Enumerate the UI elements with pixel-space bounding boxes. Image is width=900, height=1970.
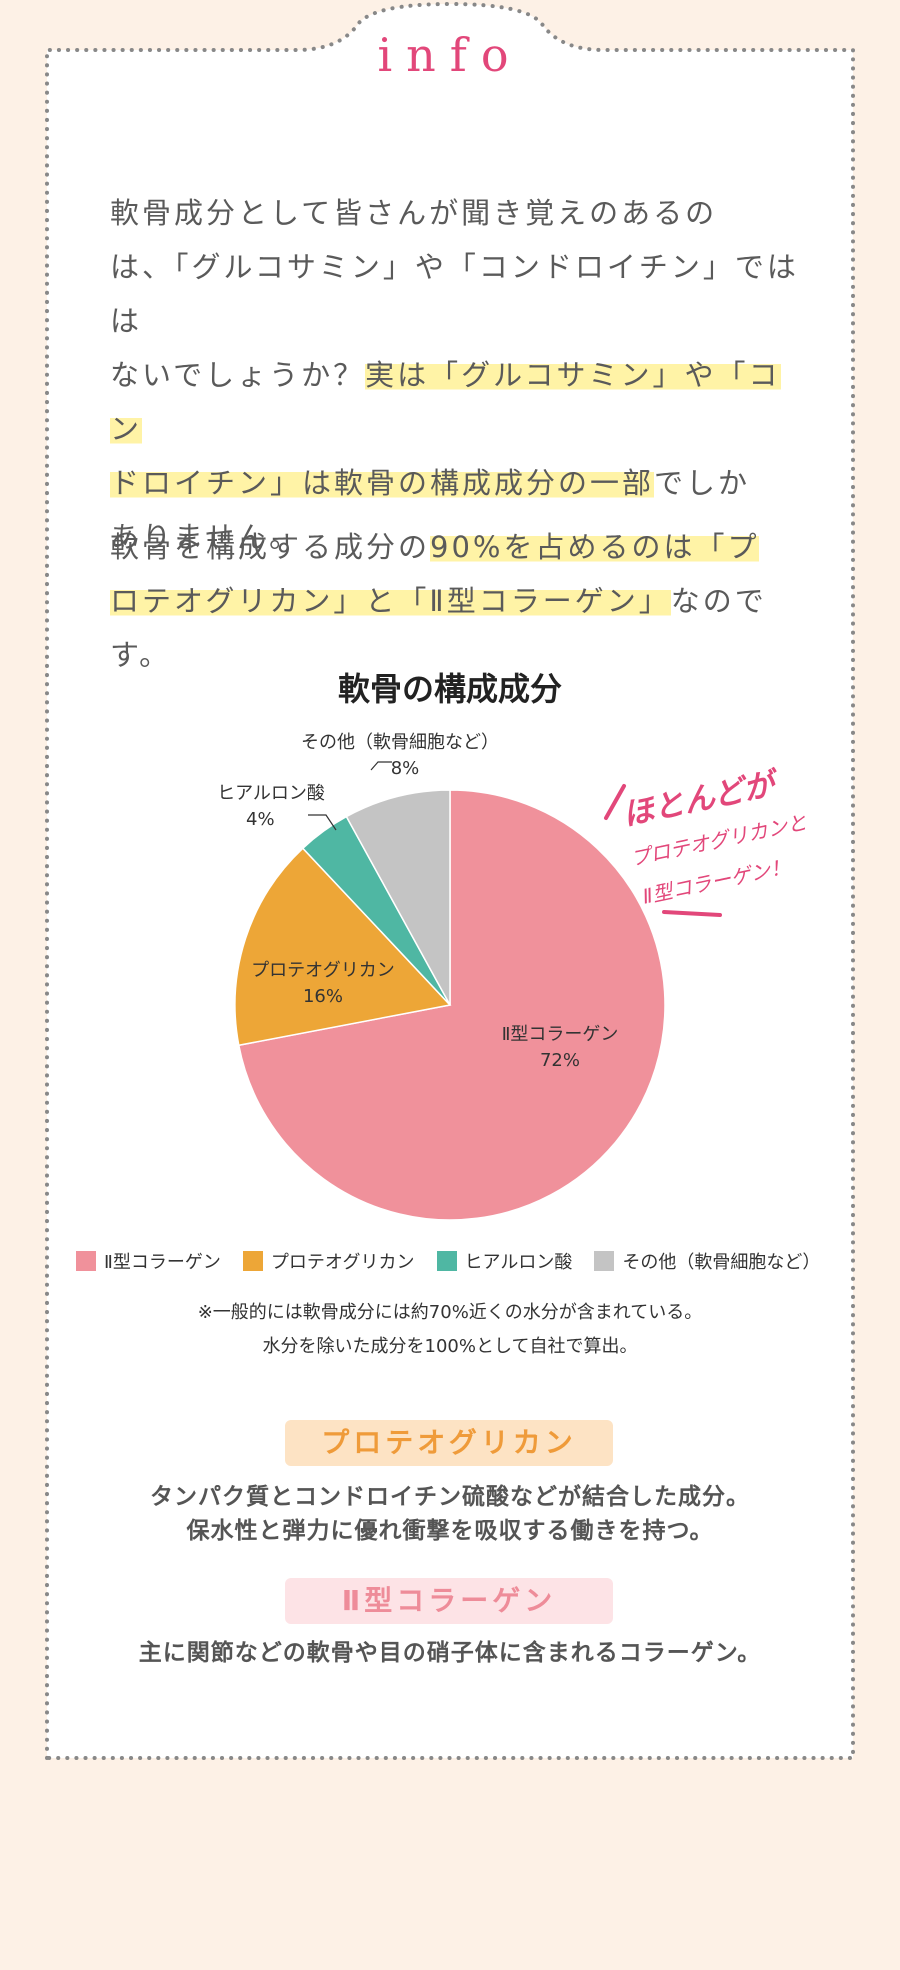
intro-line: ありません。 — [110, 510, 810, 564]
legend-label: プロテオグリカン — [270, 1252, 415, 1273]
body-text: 軟骨成分として皆さんが聞き覚えのあるの — [110, 196, 718, 230]
leader-line-other — [370, 761, 392, 771]
legend-item: Ⅱ型コラーゲン — [76, 1248, 221, 1274]
label-proteoglycan-name: プロテオグリカン — [251, 960, 395, 981]
label-hyaluronic-name: ヒアルロン酸 — [217, 783, 325, 804]
label-other: その他（軟骨細胞など） 8% — [300, 730, 500, 782]
highlight-text: ドロイチン」は軟骨の構成成分の一部 — [110, 466, 655, 500]
annotation-underline-stroke — [662, 910, 722, 917]
label-type2-collagen: Ⅱ型コラーゲン 72% — [460, 1022, 660, 1074]
proteoglycan-desc-2: 保水性と弾力に優れ衝撃を吸収する働きを持つ。 — [186, 1518, 714, 1544]
legend-item: その他（軟骨細胞など） — [594, 1248, 820, 1274]
label-hyaluronic-value: 4% — [246, 809, 275, 830]
chart-title: 軟骨の構成成分 — [337, 670, 562, 708]
proteoglycan-desc-1: タンパク質とコンドロイチン硫酸などが結合した成分。 — [150, 1484, 750, 1510]
pie-slice-3 — [345, 789, 451, 1006]
highlight-text: ロテオグリカン」と「Ⅱ型コラーゲン」 — [110, 584, 671, 618]
label-type2-collagen-name: Ⅱ型コラーゲン — [501, 1024, 619, 1045]
label-type2-collagen-value: 72% — [539, 1050, 580, 1071]
footnote-line-2: 水分を除いた成分を100%として自社で算出。 — [262, 1336, 638, 1357]
legend-item: ヒアルロン酸 — [436, 1248, 573, 1274]
collagen-badge: Ⅱ型コラーゲン — [285, 1578, 613, 1624]
legend-swatch — [436, 1251, 457, 1271]
body-text: 軟骨を構成する成分の — [110, 530, 431, 564]
footnote-line-1: ※一般的には軟骨成分には約70%近くの水分が含まれている。 — [197, 1302, 703, 1323]
intro-paragraph-1: 軟骨成分として皆さんが聞き覚えのあるのは、「グルコサミン」や「コンドロイチン」で… — [110, 186, 810, 564]
body-text: ないでしょうか？ — [110, 358, 366, 392]
body-text: なのです。 — [110, 584, 767, 672]
chart-legend: Ⅱ型コラーゲン プロテオグリカン ヒアルロン酸 その他（軟骨細胞など） — [76, 1246, 842, 1276]
legend-label: Ⅱ型コラーゲン — [104, 1252, 221, 1273]
collagen-desc-1: 主に関節などの軟骨や目の硝子体に含まれるコラーゲン。 — [138, 1640, 762, 1666]
intro-line: は、「グルコサミン」や「コンドロイチン」ではは — [110, 240, 810, 348]
intro-line: ないでしょうか？実は「グルコサミン」や「コン — [110, 348, 810, 456]
legend-swatch — [594, 1251, 615, 1271]
intro-paragraph-2: 軟骨を構成する成分の90%を占めるのは「プ ロテオグリカン」と「Ⅱ型コラーゲン」な… — [110, 520, 810, 682]
intro-line: 軟骨を構成する成分の90%を占めるのは「プ — [110, 520, 810, 574]
legend-item: プロテオグリカン — [242, 1248, 415, 1274]
intro-line: ロテオグリカン」と「Ⅱ型コラーゲン」なのです。 — [110, 574, 810, 682]
body-text: は、「グルコサミン」や「コンドロイチン」ではは — [110, 250, 799, 338]
body-text: ありません。 — [110, 520, 302, 554]
label-proteoglycan-value: 16% — [302, 986, 343, 1007]
highlight-text: 90%を占めるのは「プ — [430, 530, 760, 564]
proteoglycan-badge: プロテオグリカン — [285, 1420, 613, 1466]
leader-line-hyaluronic — [308, 814, 337, 831]
legend-swatch — [242, 1251, 263, 1271]
info-heading: info — [377, 28, 523, 82]
annotation-slash-stroke — [604, 784, 626, 820]
intro-line: 軟骨成分として皆さんが聞き覚えのあるの — [110, 186, 810, 240]
label-other-name: その他（軟骨細胞など） — [301, 732, 499, 753]
pie-slice-1 — [234, 847, 452, 1047]
intro-line: ドロイチン」は軟骨の構成成分の一部でしか — [110, 456, 810, 510]
label-other-value: 8% — [390, 758, 420, 779]
label-proteoglycan: プロテオグリカン 16% — [228, 958, 418, 1010]
pie-slice-0 — [237, 789, 666, 1221]
body-text: でしか — [654, 466, 751, 500]
legend-swatch — [76, 1251, 96, 1271]
label-hyaluronic: ヒアルロン酸 4% — [206, 781, 336, 833]
legend-label: ヒアルロン酸 — [464, 1252, 573, 1273]
legend-label: その他（軟骨細胞など） — [622, 1252, 821, 1273]
